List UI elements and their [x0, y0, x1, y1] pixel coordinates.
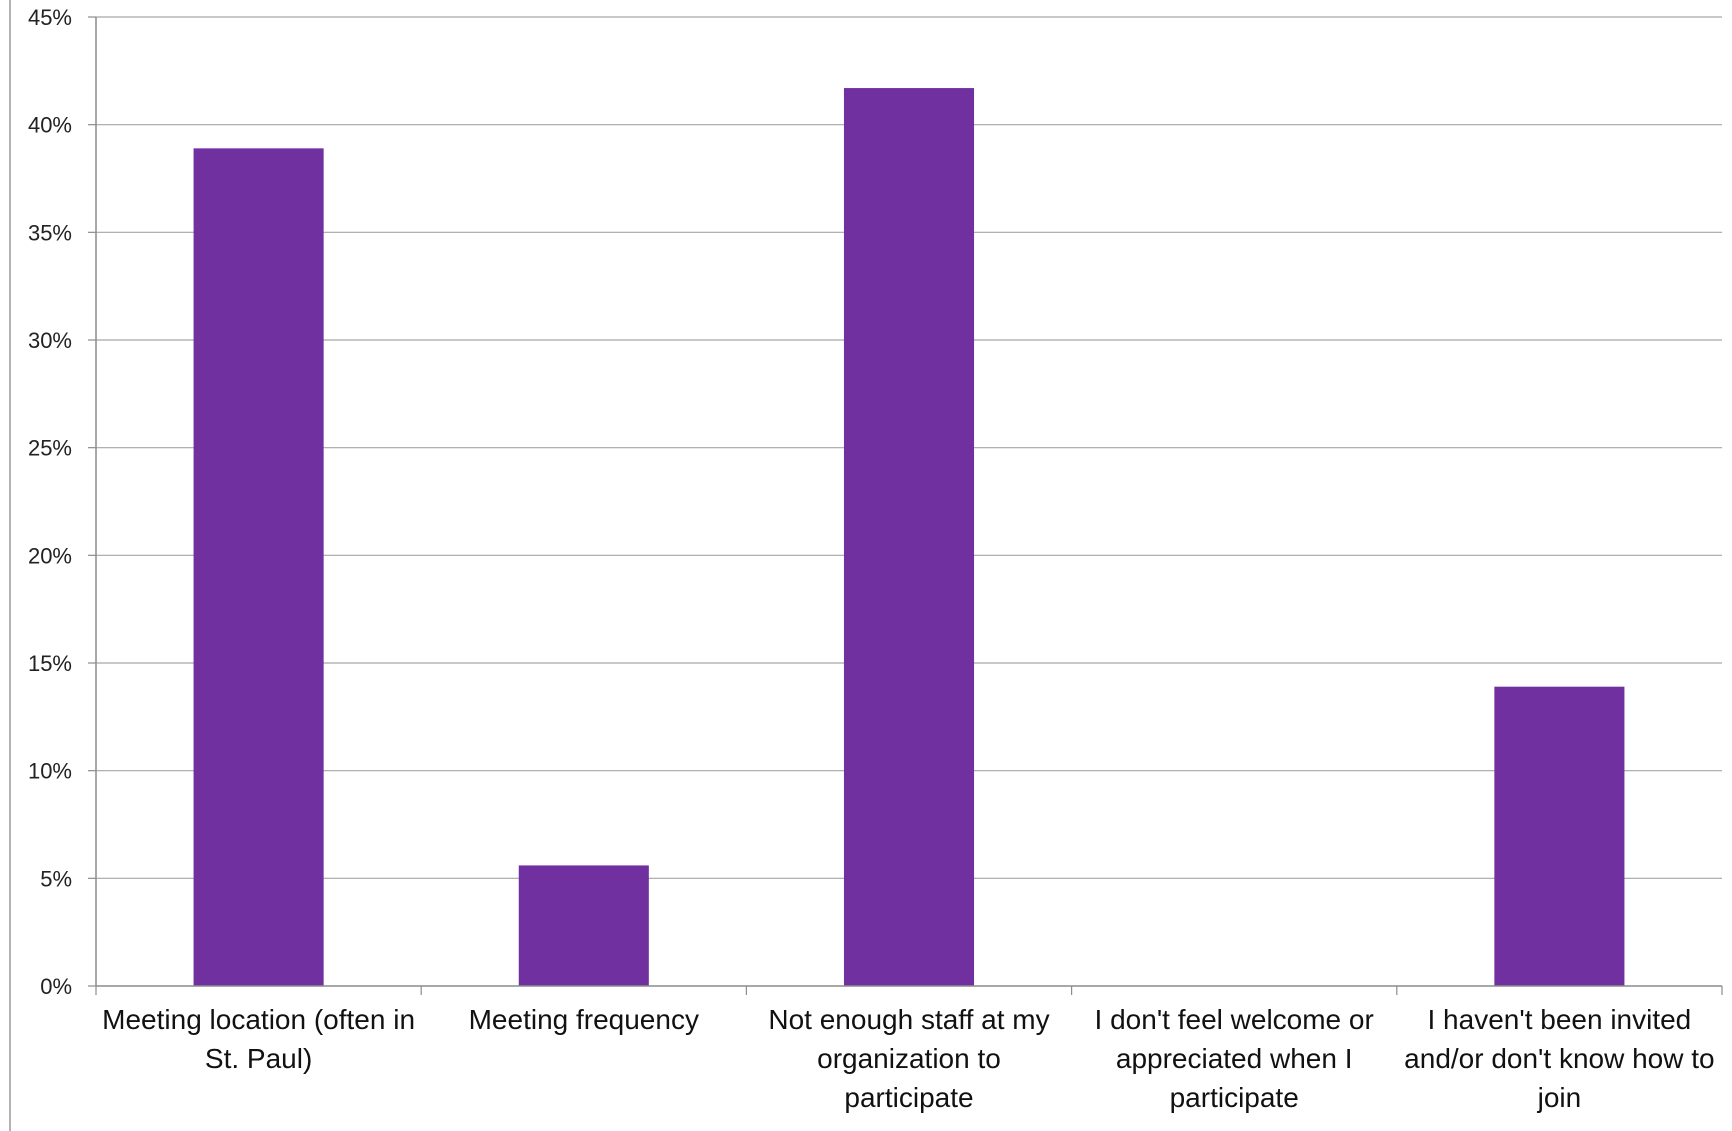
x-category-label: Meeting location (often in St. Paul) — [102, 1004, 416, 1074]
x-category-label: Meeting frequency — [468, 1004, 699, 1035]
axes — [88, 16, 1723, 995]
x-category-label: I haven't been invited and/or don't know… — [1404, 1004, 1715, 1113]
bar — [843, 88, 975, 986]
bar — [193, 148, 324, 986]
y-tick-label: 10% — [28, 759, 72, 784]
x-category-label: I don't feel welcome or appreciated when… — [1094, 1004, 1374, 1113]
y-tick-label: 25% — [28, 436, 72, 461]
y-axis-tick-labels: 0% 5% 10% 15% 20% 25% 30% 35% 40% 45% — [28, 5, 72, 999]
y-tick-label: 0% — [40, 974, 72, 999]
bar — [518, 865, 649, 986]
y-tick-label: 5% — [40, 866, 72, 891]
bars — [193, 88, 1625, 986]
y-tick-label: 45% — [28, 5, 72, 30]
y-tick-label: 40% — [28, 113, 72, 138]
x-category-label: Not enough staff at my organization to p… — [768, 1004, 1050, 1113]
y-tick-label: 15% — [28, 651, 72, 676]
y-tick-label: 30% — [28, 328, 72, 353]
y-tick-label: 20% — [28, 543, 72, 568]
y-tick-label: 35% — [28, 220, 72, 245]
bar — [1494, 686, 1625, 986]
